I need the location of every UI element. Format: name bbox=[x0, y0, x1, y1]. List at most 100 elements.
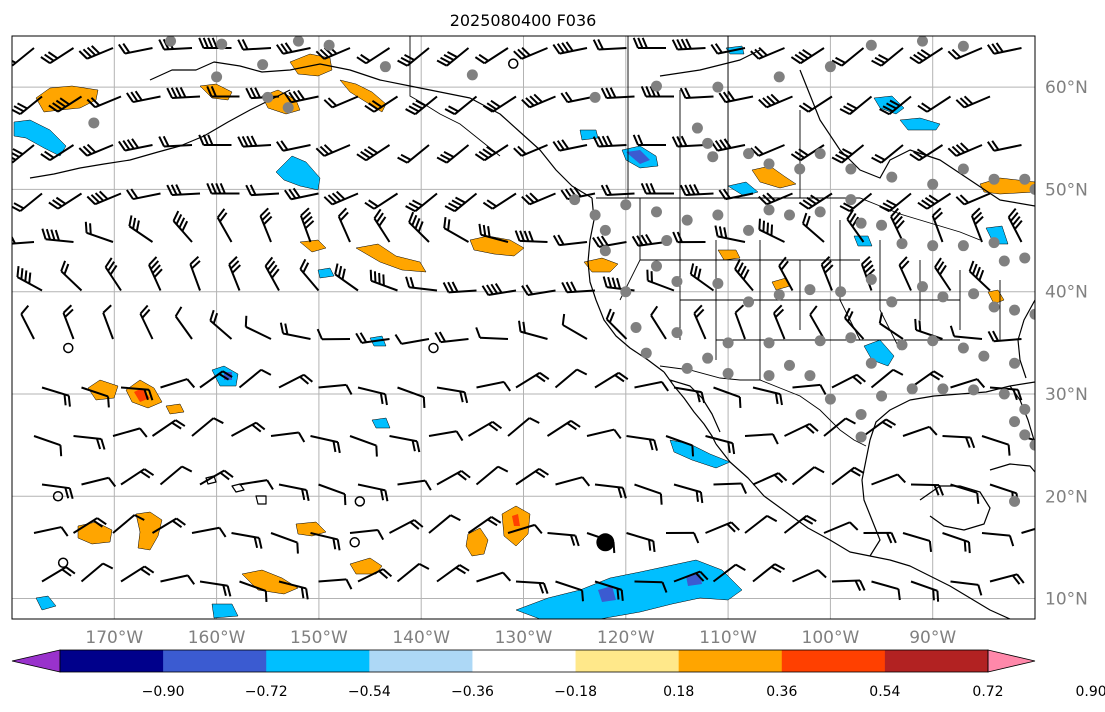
barb-flag bbox=[617, 486, 623, 499]
wind-barb bbox=[357, 483, 389, 502]
station-dot bbox=[998, 255, 1010, 267]
barb-staff bbox=[734, 312, 746, 340]
barb-staff bbox=[60, 270, 83, 292]
barb-staff bbox=[323, 47, 351, 60]
barb-flag bbox=[766, 222, 770, 234]
station-dot bbox=[988, 301, 1000, 313]
wind-barb bbox=[191, 417, 224, 437]
positive-anomaly-shading bbox=[35, 53, 1035, 595]
barb-flag bbox=[301, 211, 312, 221]
barb-staff bbox=[491, 192, 517, 210]
barb-flag bbox=[561, 42, 570, 53]
barb-flag bbox=[773, 304, 783, 314]
barb-staff bbox=[626, 532, 654, 542]
colorbar bbox=[11, 649, 1036, 673]
barb-staff bbox=[81, 386, 109, 398]
wind-barb bbox=[310, 532, 341, 551]
barb-flag bbox=[565, 281, 573, 293]
barb-staff bbox=[491, 95, 517, 113]
wind-barb bbox=[554, 368, 588, 389]
station-dot bbox=[957, 342, 969, 354]
barb-staff bbox=[989, 573, 1018, 583]
barb-flag bbox=[181, 465, 193, 473]
barb-staff bbox=[361, 338, 390, 344]
barb-flag bbox=[640, 182, 647, 194]
barb-flag bbox=[831, 59, 843, 67]
barb-staff bbox=[758, 228, 785, 243]
station-dot bbox=[927, 335, 939, 347]
barb-flag bbox=[909, 56, 920, 65]
wind-barb bbox=[174, 306, 193, 340]
barb-flag bbox=[679, 184, 687, 196]
wind-barb bbox=[443, 217, 469, 243]
station-dot bbox=[262, 91, 274, 103]
wind-barb bbox=[986, 42, 1022, 55]
barb-staff bbox=[791, 466, 816, 486]
barb-staff bbox=[778, 265, 794, 291]
wind-barb bbox=[239, 580, 268, 602]
barb-flag bbox=[640, 234, 648, 246]
barb-flag bbox=[488, 423, 499, 432]
station-dot bbox=[620, 199, 632, 211]
barb-staff bbox=[950, 378, 978, 389]
wind-barb bbox=[467, 420, 503, 437]
lon-label: 150°W bbox=[290, 628, 348, 648]
barb-staff bbox=[278, 373, 305, 389]
station-dot bbox=[865, 357, 877, 369]
barb-flag bbox=[486, 145, 497, 154]
wind-barb bbox=[482, 192, 517, 210]
barb-flag bbox=[140, 470, 151, 479]
barb-staff bbox=[685, 95, 714, 100]
wind-barb bbox=[78, 143, 114, 157]
station-dot bbox=[957, 40, 969, 52]
barb-flag bbox=[64, 308, 74, 318]
barb-staff bbox=[189, 263, 201, 291]
wind-barb bbox=[474, 47, 509, 65]
barb-flag bbox=[296, 542, 299, 554]
barb-flag bbox=[271, 268, 280, 279]
wind-barb bbox=[33, 526, 69, 537]
barb-staff bbox=[918, 47, 944, 65]
barb-flag bbox=[198, 37, 205, 49]
wind-barb bbox=[902, 532, 933, 553]
barb-flag bbox=[135, 220, 140, 232]
barb-flag bbox=[517, 48, 527, 58]
station-dot bbox=[650, 206, 662, 218]
wind-barb bbox=[118, 138, 153, 152]
barb-flag bbox=[78, 147, 88, 157]
wind-barb bbox=[299, 258, 320, 292]
wind-barb bbox=[917, 95, 952, 113]
barb-staff bbox=[231, 421, 257, 437]
barb-flag bbox=[222, 584, 227, 596]
station-dot bbox=[763, 337, 775, 349]
barb-staff bbox=[673, 386, 702, 394]
colorbar-tick-label: −0.36 bbox=[451, 684, 494, 700]
colorbar-tick-label: 0.90 bbox=[1076, 684, 1105, 700]
barb-flag bbox=[557, 234, 565, 246]
barb-flag bbox=[102, 304, 112, 314]
station-dot bbox=[589, 209, 601, 221]
wind-barb bbox=[316, 328, 351, 341]
wind-barb bbox=[428, 514, 461, 534]
barb-staff bbox=[725, 95, 754, 104]
wind-barb bbox=[270, 532, 299, 554]
wind-barb bbox=[871, 144, 904, 164]
wind-barb bbox=[714, 225, 746, 243]
barb-flag bbox=[186, 378, 196, 389]
hawaii-islands bbox=[205, 475, 267, 505]
barb-flag bbox=[63, 263, 70, 275]
barb-flag bbox=[367, 146, 378, 154]
barb-flag bbox=[60, 260, 67, 272]
barb-flag bbox=[219, 182, 226, 194]
barb-staff bbox=[49, 144, 75, 162]
barb-staff bbox=[792, 569, 819, 583]
barb-flag bbox=[693, 532, 700, 544]
barb-staff bbox=[242, 47, 272, 51]
barb-staff bbox=[120, 386, 149, 391]
wind-barb bbox=[710, 43, 746, 55]
station-dot bbox=[88, 117, 100, 129]
alaska-peninsula bbox=[29, 89, 291, 179]
barb-flag bbox=[126, 189, 134, 200]
barb-flag bbox=[244, 315, 248, 327]
barb-flag bbox=[107, 261, 115, 272]
